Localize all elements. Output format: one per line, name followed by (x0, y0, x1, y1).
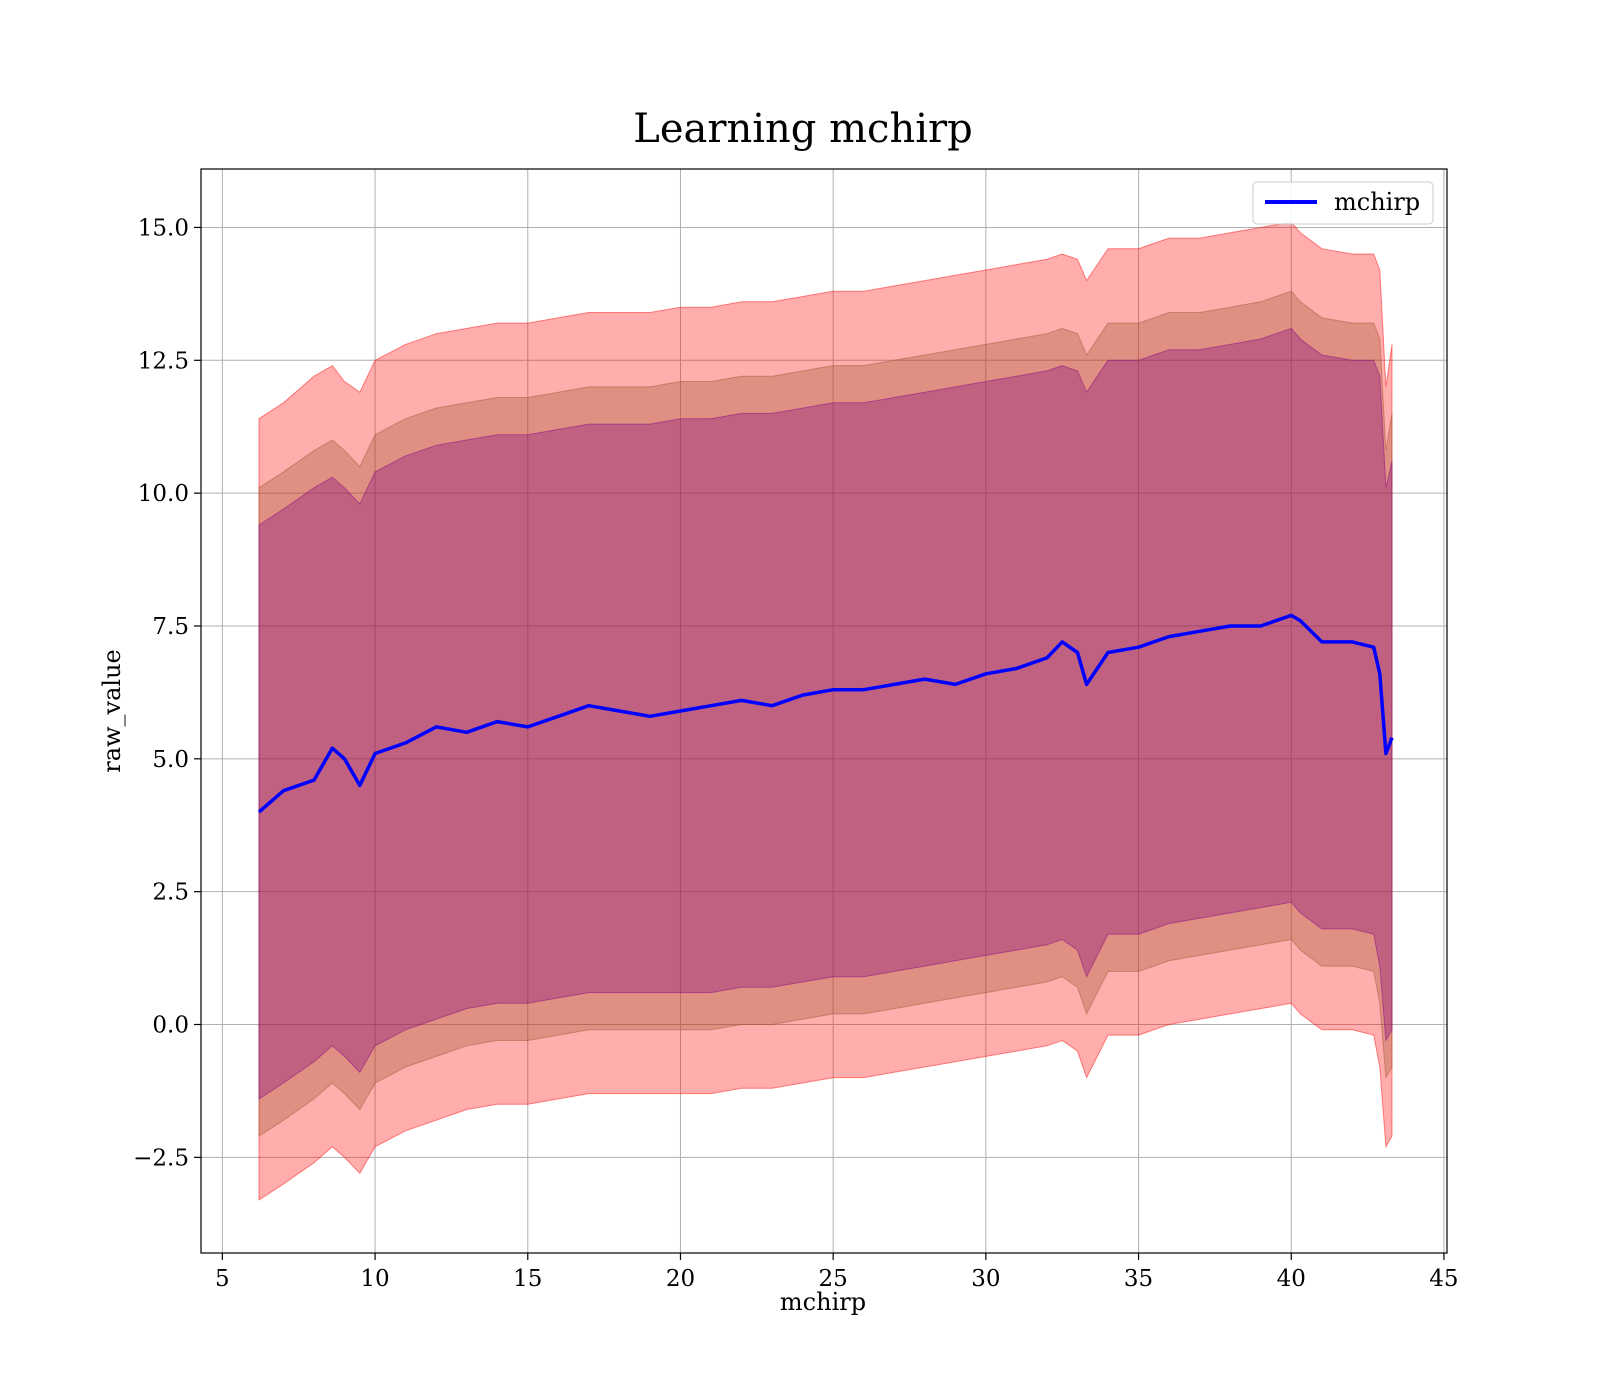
plot-frame (200, 168, 1448, 1254)
x-tick-label: 40 (1277, 1266, 1306, 1292)
legend-label-mchirp: mchirp (1334, 188, 1420, 216)
confidence-bands (258, 221, 1393, 1201)
x-tick-label: 5 (215, 1266, 230, 1292)
x-tick-label: 15 (513, 1266, 542, 1292)
y-tick-label: 5.0 (152, 747, 189, 773)
band-middle (258, 290, 1393, 1138)
x-tick-label: 30 (971, 1266, 1000, 1292)
y-tick-label: 0.0 (152, 1013, 189, 1039)
series-lines (257, 613, 1394, 814)
x-tick-label: 25 (819, 1266, 848, 1292)
y-tick-label: 12.5 (138, 348, 189, 374)
series-line-mchirp (257, 613, 1394, 814)
x-tick-label: 10 (360, 1266, 389, 1292)
x-tick-label: 45 (1429, 1266, 1458, 1292)
y-axis-label: raw_value (98, 649, 126, 773)
x-tick-label: 20 (666, 1266, 695, 1292)
legend-box (1252, 181, 1434, 225)
legend: mchirp (1252, 181, 1434, 225)
chart-title: Learning mchirp (633, 106, 972, 152)
band-inner (258, 327, 1393, 1100)
x-tick-label: 35 (1124, 1266, 1153, 1292)
y-tick-label: 15.0 (138, 215, 189, 241)
x-axis-ticks: 5 10 15 20 25 30 35 40 45 (215, 1253, 1459, 1292)
y-tick-label: 2.5 (152, 880, 189, 906)
y-tick-label: 10.0 (138, 481, 189, 507)
band-outer (258, 221, 1393, 1201)
y-axis-ticks: −2.5 0.0 2.5 5.0 7.5 10.0 12.5 15.0 (133, 215, 201, 1171)
x-axis-label: mchirp (780, 1288, 866, 1316)
y-tick-label: −2.5 (133, 1145, 189, 1171)
y-tick-label: 7.5 (152, 614, 189, 640)
